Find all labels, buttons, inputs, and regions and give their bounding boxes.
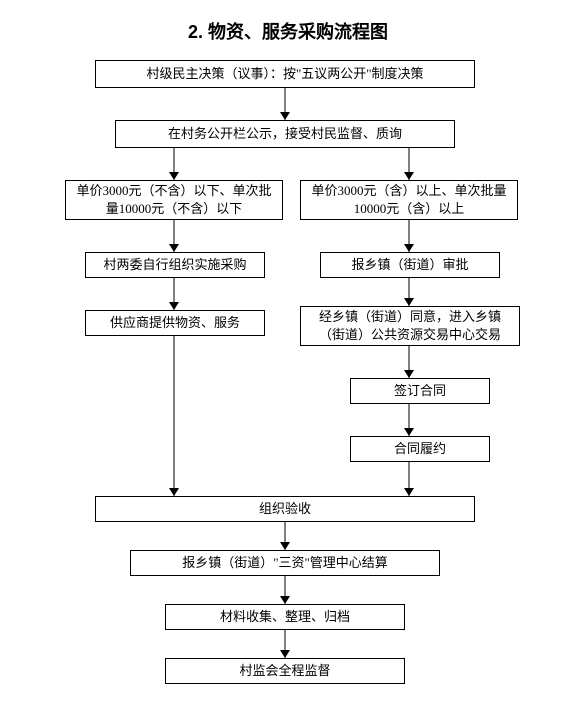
node-decision: 村级民主决策（议事）：按"五议两公开"制度决策: [95, 60, 475, 88]
node-township-approval: 报乡镇（街道）审批: [320, 252, 500, 278]
node-sign-contract: 签订合同: [350, 378, 490, 404]
node-publicity: 在村务公开栏公示，接受村民监督、质询: [115, 120, 455, 148]
page-title: 2. 物资、服务采购流程图: [0, 18, 576, 44]
node-self-procure: 村两委自行组织实施采购: [85, 252, 265, 278]
node-threshold-low: 单价3000元（不含）以下、单次批量10000元（不含）以下: [65, 180, 283, 220]
node-settlement: 报乡镇（街道）"三资"管理中心结算: [130, 550, 440, 576]
node-archive: 材料收集、整理、归档: [165, 604, 405, 630]
node-acceptance: 组织验收: [95, 496, 475, 522]
node-trading-center: 经乡镇（街道）同意，进入乡镇（街道）公共资源交易中心交易: [300, 306, 520, 346]
flowchart-page: 2. 物资、服务采购流程图 村级民主决策（议事）：按"五议两公开"制度决策 在村…: [0, 0, 576, 726]
node-supervision: 村监会全程监督: [165, 658, 405, 684]
node-fulfill-contract: 合同履约: [350, 436, 490, 462]
node-supplier: 供应商提供物资、服务: [85, 310, 265, 336]
node-threshold-high: 单价3000元（含）以上、单次批量10000元（含）以上: [300, 180, 518, 220]
